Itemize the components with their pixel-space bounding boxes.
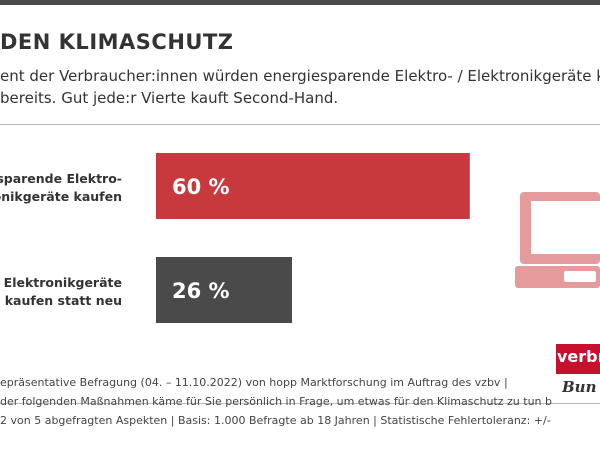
brand-name: verbrau <box>557 347 600 366</box>
laptop-icon <box>515 192 600 288</box>
category-label: o- / Elektronikgeräte <box>0 275 122 290</box>
bar-value-label: 26 % <box>172 279 230 303</box>
brand-logo: verbrau <box>556 344 600 374</box>
footnote-line: epräsentative Befragung (04. – 11.10.202… <box>0 376 508 389</box>
bar-value-label: 60 % <box>172 175 230 199</box>
footnote: epräsentative Befragung (04. – 11.10.202… <box>0 373 552 430</box>
footer-divider <box>0 403 600 404</box>
subtitle-line: bereits. Gut jede:r Vierte kauft Second-… <box>0 89 339 107</box>
bar-2 <box>156 257 292 323</box>
subtitle-line: ent der Verbraucher:innen würden energie… <box>0 67 600 85</box>
chart-title: DEN KLIMASCHUTZ <box>0 30 234 54</box>
footnote-line: der folgenden Maßnahmen käme für Sie per… <box>0 395 552 408</box>
bar-1 <box>156 153 470 219</box>
chart-subtitle: ent der Verbraucher:innen würden energie… <box>0 65 600 109</box>
brand-subtitle: Bun <box>562 378 597 396</box>
category-label: giesparende Elektro- <box>0 171 122 186</box>
header-divider <box>0 124 600 125</box>
top-rule <box>0 0 600 5</box>
category-label: tronikgeräte kaufen <box>0 189 122 204</box>
footnote-line: 2 von 5 abgefragten Aspekten | Basis: 1.… <box>0 414 552 427</box>
category-label: and kaufen statt neu <box>0 293 122 308</box>
